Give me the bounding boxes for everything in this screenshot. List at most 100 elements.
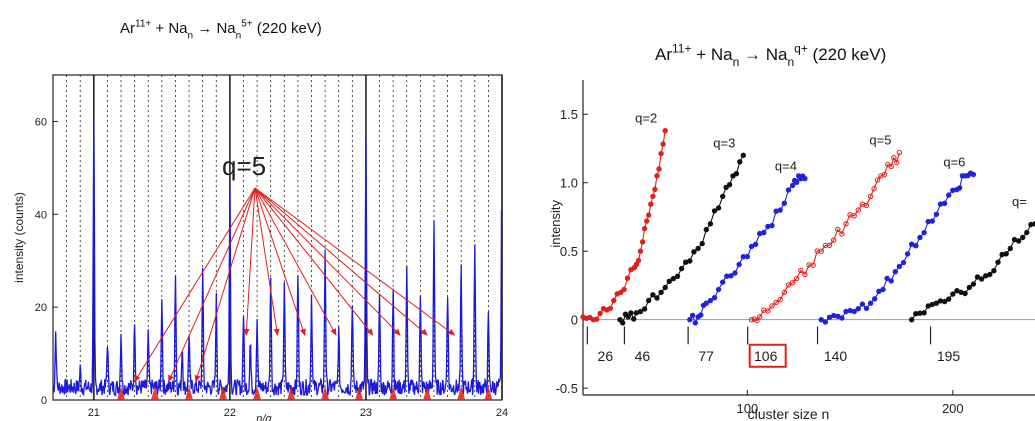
- q5-arrow: [195, 187, 256, 382]
- series-point: [987, 271, 993, 278]
- series-point: [740, 152, 746, 159]
- title-part: Na: [216, 20, 236, 37]
- series-point: [692, 320, 698, 326]
- series-point: [950, 291, 956, 297]
- title-part: →: [193, 20, 216, 37]
- series-point: [1024, 229, 1030, 236]
- q5-arrow: [254, 187, 455, 336]
- series-point: [732, 270, 738, 276]
- series-point: [777, 207, 783, 213]
- series-point: [794, 179, 800, 186]
- series-point: [794, 275, 800, 282]
- series-point: [720, 193, 726, 200]
- series-point: [698, 312, 704, 318]
- series-point: [855, 306, 861, 312]
- y-axis-label: intensity: [548, 199, 563, 247]
- series-point: [691, 249, 697, 255]
- series-point: [707, 221, 714, 227]
- series-point: [835, 226, 841, 233]
- series-point: [871, 186, 877, 192]
- series-point: [637, 248, 644, 254]
- x-tick-label: 21: [88, 407, 100, 419]
- series-point: [867, 300, 874, 306]
- q5-arrow-head: [366, 328, 374, 336]
- title-part: Na: [766, 45, 788, 64]
- series-point: [620, 320, 626, 326]
- series-point: [962, 290, 968, 297]
- series-point: [597, 310, 603, 317]
- series-point: [900, 259, 907, 266]
- x-tick-label: 200: [942, 401, 964, 416]
- threshold-label: 26: [598, 348, 614, 364]
- series-point: [699, 240, 705, 247]
- series-point: [658, 150, 664, 157]
- series-label-q=4: q=4: [775, 159, 797, 174]
- series-point: [654, 173, 660, 179]
- series-point: [658, 289, 664, 295]
- series-point: [650, 193, 656, 200]
- q5-arrow-head: [134, 374, 141, 383]
- series-point: [635, 257, 642, 264]
- series-point: [855, 207, 861, 213]
- title-part: +: [691, 45, 710, 64]
- q5-arrow-head: [420, 328, 428, 336]
- series-point: [863, 202, 870, 209]
- series-point: [728, 273, 734, 279]
- q5-peak: [219, 386, 228, 400]
- series-point: [880, 286, 886, 293]
- series-point: [633, 261, 640, 268]
- series-point: [637, 308, 644, 315]
- series-point: [881, 172, 887, 178]
- q5-peak: [287, 386, 296, 400]
- series-point: [894, 159, 900, 166]
- y-tick-label: 0: [571, 313, 578, 328]
- q5-arrow: [254, 187, 428, 336]
- series-label-q=3: q=3: [713, 135, 735, 150]
- series-point: [678, 265, 685, 272]
- series-point: [748, 243, 755, 250]
- series-point: [978, 276, 985, 282]
- series-point: [703, 226, 709, 233]
- series-point: [723, 184, 729, 191]
- q5-arrow-head: [447, 328, 456, 336]
- series-point: [839, 231, 845, 237]
- y-tick-label: 0: [41, 395, 47, 407]
- series-point: [1032, 221, 1035, 227]
- q5-arrow-head: [330, 328, 337, 336]
- series-point: [777, 296, 783, 303]
- series-point: [711, 208, 718, 214]
- series-point: [652, 186, 658, 193]
- series-point: [621, 286, 627, 293]
- q5-peak: [117, 386, 126, 400]
- q5-arrow: [254, 187, 337, 336]
- series-point: [966, 284, 972, 291]
- series-point: [594, 316, 600, 322]
- series-point: [892, 269, 898, 275]
- series-point: [872, 296, 878, 302]
- series-point: [822, 319, 829, 325]
- q5-peak: [484, 386, 493, 400]
- q5-peak: [151, 386, 160, 400]
- series-point: [913, 243, 919, 249]
- series-point: [744, 253, 751, 260]
- series-point: [839, 315, 845, 321]
- series-point: [754, 317, 760, 324]
- series-point: [888, 163, 894, 170]
- series-point: [831, 237, 837, 243]
- title-part: (220 keV): [808, 45, 886, 64]
- q5-arrow: [168, 187, 256, 382]
- x-tick-label: 24: [496, 407, 508, 419]
- series-point: [891, 155, 897, 161]
- series-point: [641, 306, 648, 312]
- threshold-label: 77: [698, 348, 714, 364]
- q5-peak: [185, 386, 194, 400]
- x-axis-label: n/q: [256, 413, 272, 421]
- series-point: [933, 300, 940, 306]
- series-point: [752, 241, 759, 248]
- right-chart-title: Ar11+ + Nan → Nanq+ (220 keV): [655, 41, 886, 69]
- series-point: [628, 310, 634, 316]
- series-point: [769, 222, 775, 229]
- series-point: [904, 251, 911, 257]
- series-point: [789, 182, 796, 189]
- series-point: [1003, 251, 1009, 257]
